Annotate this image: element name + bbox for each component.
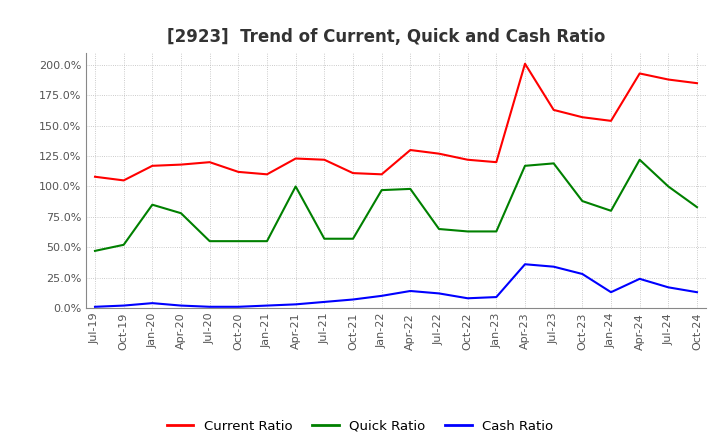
Line: Cash Ratio: Cash Ratio bbox=[95, 264, 697, 307]
Current Ratio bbox=[664, 77, 672, 82]
Cash Ratio bbox=[120, 303, 128, 308]
Current Ratio bbox=[348, 170, 357, 176]
Cash Ratio bbox=[664, 285, 672, 290]
Current Ratio bbox=[91, 174, 99, 180]
Quick Ratio bbox=[607, 208, 616, 213]
Current Ratio bbox=[464, 157, 472, 162]
Quick Ratio bbox=[464, 229, 472, 234]
Quick Ratio bbox=[91, 248, 99, 253]
Cash Ratio bbox=[693, 290, 701, 295]
Quick Ratio bbox=[292, 184, 300, 189]
Cash Ratio bbox=[607, 290, 616, 295]
Text: [2923]  Trend of Current, Quick and Cash Ratio: [2923] Trend of Current, Quick and Cash … bbox=[167, 28, 606, 46]
Cash Ratio bbox=[521, 262, 529, 267]
Current Ratio bbox=[320, 157, 328, 162]
Current Ratio bbox=[234, 169, 243, 175]
Cash Ratio bbox=[292, 302, 300, 307]
Current Ratio bbox=[492, 160, 500, 165]
Current Ratio bbox=[635, 71, 644, 76]
Current Ratio bbox=[148, 163, 157, 169]
Current Ratio bbox=[406, 147, 415, 153]
Cash Ratio bbox=[234, 304, 243, 309]
Cash Ratio bbox=[205, 304, 214, 309]
Quick Ratio bbox=[406, 186, 415, 191]
Quick Ratio bbox=[120, 242, 128, 247]
Current Ratio bbox=[205, 160, 214, 165]
Cash Ratio bbox=[635, 276, 644, 282]
Cash Ratio bbox=[176, 303, 185, 308]
Quick Ratio bbox=[348, 236, 357, 242]
Cash Ratio bbox=[91, 304, 99, 309]
Quick Ratio bbox=[320, 236, 328, 242]
Quick Ratio bbox=[205, 238, 214, 244]
Quick Ratio bbox=[521, 163, 529, 169]
Line: Current Ratio: Current Ratio bbox=[95, 64, 697, 180]
Legend: Current Ratio, Quick Ratio, Cash Ratio: Current Ratio, Quick Ratio, Cash Ratio bbox=[161, 414, 559, 438]
Quick Ratio bbox=[492, 229, 500, 234]
Current Ratio bbox=[176, 162, 185, 167]
Current Ratio bbox=[693, 81, 701, 86]
Current Ratio bbox=[292, 156, 300, 161]
Quick Ratio bbox=[635, 157, 644, 162]
Quick Ratio bbox=[234, 238, 243, 244]
Cash Ratio bbox=[435, 291, 444, 296]
Quick Ratio bbox=[549, 161, 558, 166]
Current Ratio bbox=[377, 172, 386, 177]
Quick Ratio bbox=[435, 226, 444, 231]
Cash Ratio bbox=[492, 294, 500, 300]
Current Ratio bbox=[607, 118, 616, 124]
Current Ratio bbox=[578, 114, 587, 120]
Cash Ratio bbox=[320, 299, 328, 304]
Quick Ratio bbox=[377, 187, 386, 193]
Current Ratio bbox=[120, 178, 128, 183]
Quick Ratio bbox=[578, 198, 587, 204]
Current Ratio bbox=[435, 151, 444, 156]
Cash Ratio bbox=[464, 296, 472, 301]
Quick Ratio bbox=[176, 211, 185, 216]
Current Ratio bbox=[263, 172, 271, 177]
Current Ratio bbox=[521, 61, 529, 66]
Cash Ratio bbox=[578, 271, 587, 277]
Cash Ratio bbox=[263, 303, 271, 308]
Cash Ratio bbox=[377, 293, 386, 298]
Line: Quick Ratio: Quick Ratio bbox=[95, 160, 697, 251]
Cash Ratio bbox=[148, 301, 157, 306]
Cash Ratio bbox=[348, 297, 357, 302]
Cash Ratio bbox=[549, 264, 558, 269]
Quick Ratio bbox=[263, 238, 271, 244]
Cash Ratio bbox=[406, 288, 415, 293]
Quick Ratio bbox=[664, 184, 672, 189]
Quick Ratio bbox=[693, 205, 701, 210]
Current Ratio bbox=[549, 107, 558, 113]
Quick Ratio bbox=[148, 202, 157, 207]
